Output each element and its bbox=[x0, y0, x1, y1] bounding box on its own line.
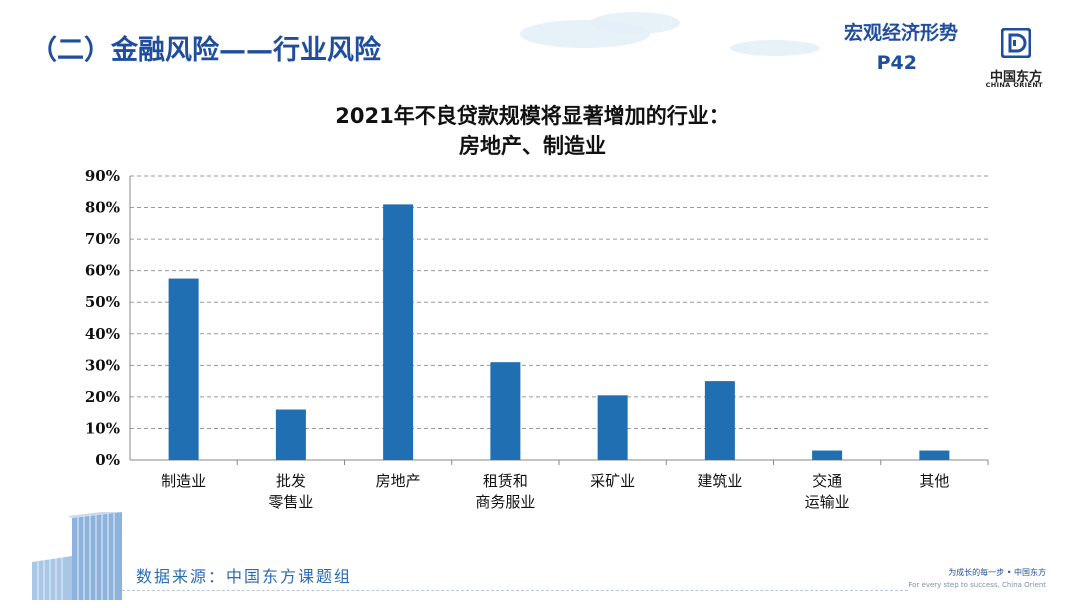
y-tick-label: 80% bbox=[85, 199, 120, 217]
x-tick-label: 交通 bbox=[812, 472, 842, 490]
china-orient-logo-icon bbox=[992, 27, 1040, 62]
x-tick-label: 其他 bbox=[919, 472, 949, 490]
section-label: 宏观经济形势 bbox=[843, 22, 958, 44]
bar bbox=[275, 409, 306, 460]
x-tick-label: 租赁和 bbox=[483, 472, 528, 490]
y-tick-label: 20% bbox=[85, 388, 120, 406]
page-number: P42 bbox=[876, 52, 917, 74]
x-tick-label: 房地产 bbox=[376, 472, 421, 490]
building-illustration-icon bbox=[32, 512, 122, 600]
bar bbox=[383, 204, 414, 460]
bar bbox=[490, 362, 521, 460]
y-tick-label: 50% bbox=[85, 293, 120, 311]
x-tick-label: 建筑业 bbox=[697, 472, 742, 490]
x-tick-label: 运输业 bbox=[805, 493, 850, 511]
y-tick-label: 40% bbox=[85, 325, 120, 343]
y-tick-label: 60% bbox=[85, 262, 120, 280]
bar bbox=[168, 278, 199, 460]
y-tick-label: 90% bbox=[85, 167, 120, 185]
footer-divider bbox=[122, 590, 908, 591]
cloud-decoration bbox=[730, 40, 820, 56]
chart-title-line-1: 2021年不良贷款规模将显著增加的行业： bbox=[335, 104, 730, 128]
bar bbox=[704, 381, 735, 460]
bar bbox=[919, 450, 950, 460]
x-tick-label: 零售业 bbox=[268, 493, 313, 511]
bar bbox=[597, 395, 628, 460]
y-tick-label: 30% bbox=[85, 356, 120, 374]
y-tick-label: 10% bbox=[85, 419, 120, 437]
x-tick-label: 采矿业 bbox=[590, 472, 635, 490]
page-title: （二）金融风险——行业风险 bbox=[30, 35, 381, 66]
footer-slogan: 为成长的每一步 • 中国东方 bbox=[948, 568, 1046, 577]
cloud-decoration bbox=[590, 12, 680, 34]
x-tick-label: 商务服业 bbox=[475, 493, 535, 511]
data-source-note: 数据来源：中国东方课题组 bbox=[136, 567, 353, 586]
logo-name: 中国东方 bbox=[989, 70, 1042, 85]
y-tick-label: 70% bbox=[85, 230, 120, 248]
x-tick-label: 批发 bbox=[276, 472, 306, 490]
logo-subtitle: CHINA ORIENT bbox=[985, 81, 1043, 89]
y-tick-label: 0% bbox=[95, 451, 120, 469]
footer-slogan-en: For every step to success, China Orient bbox=[908, 581, 1046, 589]
chart-title-line-2: 房地产、制造业 bbox=[459, 134, 606, 158]
x-tick-label: 制造业 bbox=[161, 472, 206, 490]
bar bbox=[812, 450, 843, 460]
